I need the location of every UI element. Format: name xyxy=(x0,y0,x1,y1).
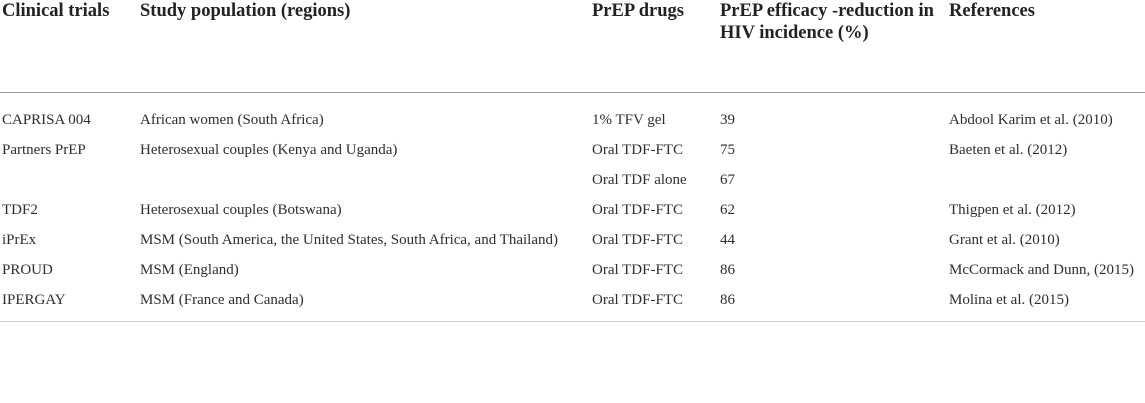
cell-drug: Oral TDF alone xyxy=(592,171,687,188)
header-row: Clinical trials Study population (region… xyxy=(0,0,1145,92)
cell-drug: Oral TDF-FTC xyxy=(592,261,683,278)
cell-population: African women (South Africa) xyxy=(140,111,324,128)
cell-population: MSM (England) xyxy=(140,261,239,278)
cell-drug: Oral TDF-FTC xyxy=(592,231,683,248)
cell-trial: CAPRISA 004 xyxy=(2,111,91,128)
cell-population: Heterosexual couples (Botswana) xyxy=(140,201,342,218)
cell-population xyxy=(138,169,590,199)
header-study-population: Study population (regions) xyxy=(140,1,351,21)
table-header: Clinical trials Study population (region… xyxy=(0,0,1145,92)
table-row: IPERGAY MSM (France and Canada) Oral TDF… xyxy=(0,289,1145,321)
header-prep-drugs: PrEP drugs xyxy=(592,1,684,21)
cell-trial: TDF2 xyxy=(2,201,38,218)
table-body: CAPRISA 004 African women (South Africa)… xyxy=(0,92,1145,321)
cell-trial: IPERGAY xyxy=(2,291,66,308)
cell-population: MSM (South America, the United States, S… xyxy=(140,231,558,248)
header-prep-efficacy: PrEP efficacy -reduction in HIV incidenc… xyxy=(720,1,934,43)
cell-reference: McCormack and Dunn, (2015) xyxy=(949,261,1134,278)
cell-efficacy: 86 xyxy=(720,261,735,278)
cell-population: Heterosexual couples (Kenya and Uganda) xyxy=(140,141,398,158)
cell-efficacy: 67 xyxy=(720,171,735,188)
cell-reference xyxy=(947,169,1145,199)
cell-efficacy: 62 xyxy=(720,201,735,218)
table-row: CAPRISA 004 African women (South Africa)… xyxy=(0,92,1145,139)
cell-reference: Thigpen et al. (2012) xyxy=(949,201,1076,218)
cell-reference: Baeten et al. (2012) xyxy=(949,141,1068,158)
cell-trial: Partners PrEP xyxy=(2,141,86,158)
cell-efficacy: 44 xyxy=(720,231,735,248)
cell-efficacy: 75 xyxy=(720,141,735,158)
cell-efficacy: 86 xyxy=(720,291,735,308)
cell-efficacy: 39 xyxy=(720,111,735,128)
cell-reference: Abdool Karim et al. (2010) xyxy=(949,111,1113,128)
header-references: References xyxy=(949,1,1035,21)
cell-trial: PROUD xyxy=(2,261,53,278)
cell-drug: Oral TDF-FTC xyxy=(592,291,683,308)
cell-trial xyxy=(0,169,138,199)
cell-drug: Oral TDF-FTC xyxy=(592,141,683,158)
cell-drug: 1% TFV gel xyxy=(592,111,666,128)
table-row: Partners PrEP Heterosexual couples (Keny… xyxy=(0,139,1145,169)
cell-population: MSM (France and Canada) xyxy=(140,291,304,308)
cell-trial: iPrEx xyxy=(2,231,37,248)
table-row: iPrEx MSM (South America, the United Sta… xyxy=(0,229,1145,259)
table-row: PROUD MSM (England) Oral TDF-FTC 86 McCo… xyxy=(0,259,1145,289)
header-clinical-trials: Clinical trials xyxy=(2,1,110,21)
table-row: TDF2 Heterosexual couples (Botswana) Ora… xyxy=(0,199,1145,229)
cell-reference: Grant et al. (2010) xyxy=(949,231,1060,248)
table-row: Oral TDF alone 67 xyxy=(0,169,1145,199)
cell-drug: Oral TDF-FTC xyxy=(592,201,683,218)
cell-reference: Molina et al. (2015) xyxy=(949,291,1069,308)
prep-trials-table: Clinical trials Study population (region… xyxy=(0,0,1145,321)
